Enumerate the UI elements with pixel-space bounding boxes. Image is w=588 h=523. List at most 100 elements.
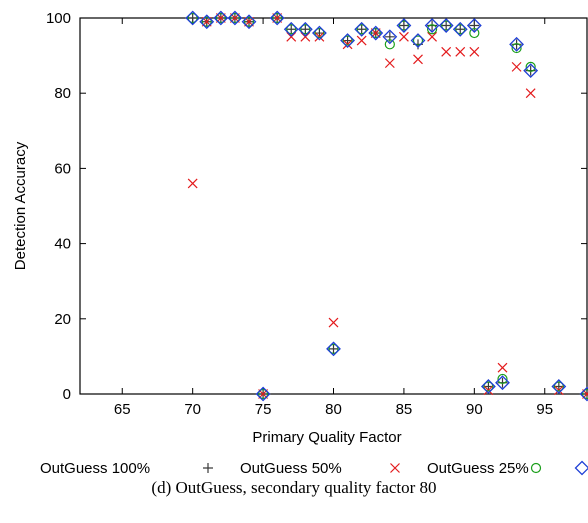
data-point-series-4 <box>297 21 313 37</box>
legend-marker-plus <box>203 463 213 473</box>
data-point-series-4 <box>340 33 356 48</box>
data-point-series-3 <box>257 388 269 400</box>
data-point-series-4 <box>509 36 525 52</box>
data-point-series-3 <box>187 12 198 24</box>
data-point-series-1 <box>455 24 466 35</box>
data-point-series-2 <box>314 31 325 42</box>
data-point-series-3 <box>229 12 241 24</box>
x-axis-title: Primary Quality Factor <box>252 429 401 446</box>
data-point-series-3 <box>469 27 480 39</box>
data-point-series-3 <box>272 12 283 24</box>
data-point-series-4 <box>311 25 327 41</box>
data-point-series-1 <box>441 20 452 31</box>
data-point-series-4 <box>255 386 271 402</box>
data-point-series-2 <box>398 31 409 42</box>
legend-label: OutGuess 100% <box>40 460 150 477</box>
x-tick-label: 85 <box>396 401 413 418</box>
x-tick-label: 65 <box>114 401 131 418</box>
data-point-series-2 <box>455 46 466 57</box>
data-point-series-3 <box>328 343 339 354</box>
data-point-series-3 <box>455 24 466 35</box>
data-point-series-3 <box>511 42 522 54</box>
plot-area <box>79 17 588 395</box>
data-point-series-4 <box>185 10 201 26</box>
y-tick-label: 80 <box>54 85 71 102</box>
legend-label: OutGuess 50% <box>240 460 342 477</box>
x-tick-label: 75 <box>255 401 272 418</box>
data-point-series-2 <box>328 317 339 328</box>
data-point-series-4 <box>213 10 229 26</box>
data-point-series-1 <box>356 24 367 35</box>
data-point-series-2 <box>497 362 508 373</box>
data-point-series-3 <box>426 24 438 35</box>
data-point-series-2 <box>553 385 564 396</box>
data-point-series-3 <box>384 39 395 50</box>
data-point-series-4 <box>410 33 426 48</box>
data-point-series-3 <box>300 24 311 35</box>
figure-caption: (d) OutGuess, secondary quality factor 8… <box>151 478 436 497</box>
data-point-series-3 <box>581 388 588 400</box>
x-tick-label: 70 <box>184 401 201 418</box>
y-tick-label: 20 <box>54 311 71 328</box>
data-point-series-3 <box>342 35 353 46</box>
data-point-series-3 <box>215 12 226 24</box>
data-point-series-3 <box>553 381 564 392</box>
data-point-series-2 <box>427 31 438 42</box>
legend-label: OutGuess 25% <box>427 460 529 477</box>
data-point-series-4 <box>480 379 496 394</box>
data-point-series-2 <box>511 61 522 72</box>
y-tick-label: 100 <box>46 10 71 27</box>
data-point-series-2 <box>356 35 367 46</box>
data-point-series-1 <box>187 13 198 23</box>
data-point-series-2 <box>286 31 297 42</box>
data-point-series-1 <box>328 343 339 354</box>
x-tick-label: 90 <box>466 401 483 418</box>
data-point-series-4 <box>551 379 567 394</box>
data-point-series-4 <box>396 18 412 33</box>
data-point-series-3 <box>243 16 255 27</box>
x-tick-label: 95 <box>536 401 553 418</box>
data-point-series-4 <box>523 63 539 79</box>
data-point-series-3 <box>398 20 410 31</box>
data-point-series-4 <box>354 21 370 37</box>
data-point-series-3 <box>286 24 297 35</box>
data-point-series-4 <box>241 14 257 30</box>
data-point-series-2 <box>342 39 353 50</box>
y-axis: 0 20 40 60 80 100 <box>46 10 587 403</box>
data-point-series-4 <box>227 10 243 26</box>
data-point-series-4 <box>199 14 215 30</box>
data-point-series-2 <box>300 31 311 42</box>
data-point-series-3 <box>201 16 212 27</box>
data-point-series-3 <box>497 373 508 385</box>
data-point-series-2 <box>187 178 198 189</box>
data-point-series-2 <box>441 46 452 57</box>
x-tick-label: 80 <box>325 401 342 418</box>
data-point-series-3 <box>412 35 424 46</box>
data-point-series-2 <box>469 46 480 57</box>
data-point-series-3 <box>356 24 367 35</box>
legend-marker-cross <box>390 463 400 473</box>
y-axis-title: Detection Accuracy <box>12 141 29 270</box>
data-point-series-4 <box>438 18 454 33</box>
y-tick-label: 0 <box>63 386 71 403</box>
data-point-series-4 <box>283 21 299 37</box>
data-point-series-4 <box>466 18 482 33</box>
data-points <box>185 10 588 402</box>
data-point-series-4 <box>424 18 440 33</box>
y-tick-label: 40 <box>54 236 71 253</box>
data-point-series-1 <box>398 20 409 31</box>
data-point-series-3 <box>525 61 536 72</box>
data-point-series-3 <box>441 20 452 31</box>
data-point-series-2 <box>525 88 536 99</box>
data-point-series-4 <box>579 386 588 402</box>
x-axis: 65 70 75 80 85 90 95 <box>114 18 553 418</box>
data-point-series-4 <box>368 25 384 41</box>
legend: OutGuess 100% OutGuess 50% OutGuess 25% <box>40 460 588 477</box>
data-point-series-2 <box>384 58 395 69</box>
data-point-series-1 <box>286 24 297 35</box>
data-point-series-4 <box>326 341 341 357</box>
data-point-series-4 <box>495 375 510 391</box>
data-point-series-3 <box>314 27 325 39</box>
legend-marker-circle <box>530 462 542 474</box>
